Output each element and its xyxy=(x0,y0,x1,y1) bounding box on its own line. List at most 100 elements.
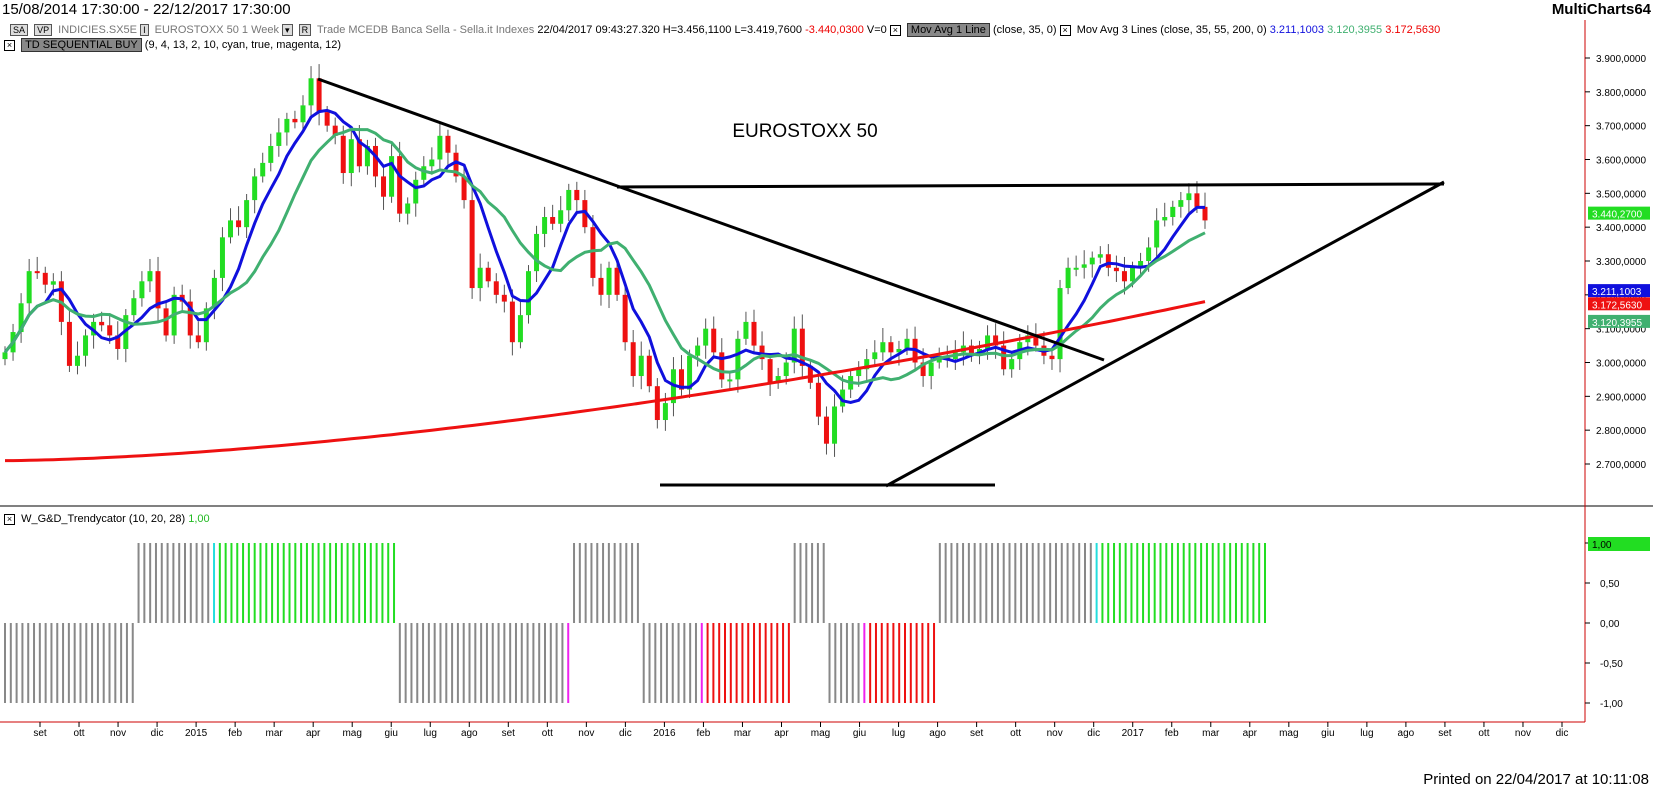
candle-body[interactable] xyxy=(775,376,781,383)
candle-body[interactable] xyxy=(260,162,266,177)
candle-body[interactable] xyxy=(389,156,395,197)
candle-body[interactable] xyxy=(711,328,717,353)
candle-body[interactable] xyxy=(429,159,435,167)
candle-body[interactable] xyxy=(26,271,32,304)
candle-body[interactable] xyxy=(823,416,829,444)
candle-body[interactable] xyxy=(614,267,620,295)
candle-body[interactable] xyxy=(74,355,80,366)
candle-body[interactable] xyxy=(815,382,821,417)
candle-body[interactable] xyxy=(880,342,886,353)
candle-body[interactable] xyxy=(630,342,636,377)
candle-body[interactable] xyxy=(767,359,773,383)
candle-body[interactable] xyxy=(807,365,813,383)
candle-body[interactable] xyxy=(501,294,507,302)
candle-body[interactable] xyxy=(276,132,282,146)
indicator3-label[interactable]: TD SEQUENTIAL BUY xyxy=(21,38,142,52)
candle-body[interactable] xyxy=(928,362,934,377)
candle-body[interactable] xyxy=(695,345,701,356)
candle-body[interactable] xyxy=(381,176,387,197)
candle-body[interactable] xyxy=(1202,206,1208,221)
candle-body[interactable] xyxy=(453,152,459,177)
candle-body[interactable] xyxy=(372,145,378,177)
candle-body[interactable] xyxy=(622,294,628,343)
r-button[interactable]: R xyxy=(298,24,312,36)
candle-body[interactable] xyxy=(598,277,604,295)
candle-body[interactable] xyxy=(1121,271,1127,282)
indicator2-label[interactable]: Mov Avg 3 Lines xyxy=(1076,24,1158,36)
close-icon[interactable]: × xyxy=(4,39,15,51)
candle-body[interactable] xyxy=(832,406,838,444)
candle-body[interactable] xyxy=(550,217,556,224)
candle-body[interactable] xyxy=(308,78,314,106)
candle-body[interactable] xyxy=(606,267,612,295)
candle-body[interactable] xyxy=(99,321,105,326)
candle-body[interactable] xyxy=(211,277,217,309)
candle-body[interactable] xyxy=(268,145,274,163)
candle-body[interactable] xyxy=(324,112,330,126)
candle-body[interactable] xyxy=(1081,264,1087,268)
candle-body[interactable] xyxy=(364,145,370,167)
candle-body[interactable] xyxy=(534,233,540,272)
candle-body[interactable] xyxy=(566,189,572,211)
candle-body[interactable] xyxy=(1049,355,1055,360)
candle-body[interactable] xyxy=(968,345,974,356)
candle-body[interactable] xyxy=(727,379,733,382)
candle-body[interactable] xyxy=(284,118,290,133)
candle-body[interactable] xyxy=(1170,206,1176,218)
candle-body[interactable] xyxy=(50,281,56,285)
candle-body[interactable] xyxy=(687,355,693,390)
dropdown-icon[interactable]: ▾ xyxy=(282,24,293,36)
candle-body[interactable] xyxy=(115,335,121,349)
candle-body[interactable] xyxy=(332,125,338,136)
candle-body[interactable] xyxy=(203,308,209,343)
candle-body[interactable] xyxy=(195,335,201,343)
candle-body[interactable] xyxy=(856,369,862,377)
candle-body[interactable] xyxy=(509,301,515,343)
candle-body[interactable] xyxy=(791,328,797,363)
candle-body[interactable] xyxy=(517,315,523,343)
candle-body[interactable] xyxy=(300,105,306,123)
candle-body[interactable] xyxy=(1154,220,1160,248)
candle-body[interactable] xyxy=(163,308,169,336)
candle-body[interactable] xyxy=(751,321,757,346)
candle-body[interactable] xyxy=(445,135,451,153)
candle-body[interactable] xyxy=(590,227,596,278)
candle-body[interactable] xyxy=(542,217,548,234)
candle-body[interactable] xyxy=(187,301,193,336)
candle-body[interactable] xyxy=(2,352,8,360)
vp-button[interactable]: VP xyxy=(34,24,53,36)
candle-body[interactable] xyxy=(292,118,298,123)
candle-body[interactable] xyxy=(1097,254,1103,258)
candle-body[interactable] xyxy=(574,189,580,201)
candle-body[interactable] xyxy=(1130,267,1136,282)
sa-button[interactable]: SA xyxy=(10,24,29,36)
candle-body[interactable] xyxy=(421,166,427,180)
trendline-resistance[interactable] xyxy=(616,182,1445,189)
candle-body[interactable] xyxy=(34,271,40,274)
candle-body[interactable] xyxy=(1138,261,1144,268)
candle-body[interactable] xyxy=(405,203,411,214)
candle-body[interactable] xyxy=(1033,335,1039,346)
candle-body[interactable] xyxy=(1194,193,1200,207)
candle-body[interactable] xyxy=(219,237,225,278)
candle-body[interactable] xyxy=(1001,345,1007,370)
candle-body[interactable] xyxy=(252,176,258,201)
candle-body[interactable] xyxy=(340,135,346,174)
candle-body[interactable] xyxy=(872,352,878,360)
candle-body[interactable] xyxy=(703,328,709,346)
close-icon[interactable]: × xyxy=(1059,24,1071,36)
candle-body[interactable] xyxy=(131,298,137,316)
candle-body[interactable] xyxy=(485,267,491,282)
candle-body[interactable] xyxy=(155,271,161,309)
candle-body[interactable] xyxy=(904,338,910,349)
candle-body[interactable] xyxy=(139,281,145,299)
candle-body[interactable] xyxy=(719,352,725,380)
candle-body[interactable] xyxy=(244,200,250,228)
candle-body[interactable] xyxy=(1186,193,1192,201)
candle-body[interactable] xyxy=(1057,288,1063,360)
candle-body[interactable] xyxy=(477,267,483,289)
candle-body[interactable] xyxy=(840,389,846,407)
candle-body[interactable] xyxy=(1073,267,1079,270)
candle-body[interactable] xyxy=(236,220,242,228)
close-icon[interactable]: × xyxy=(4,513,15,525)
